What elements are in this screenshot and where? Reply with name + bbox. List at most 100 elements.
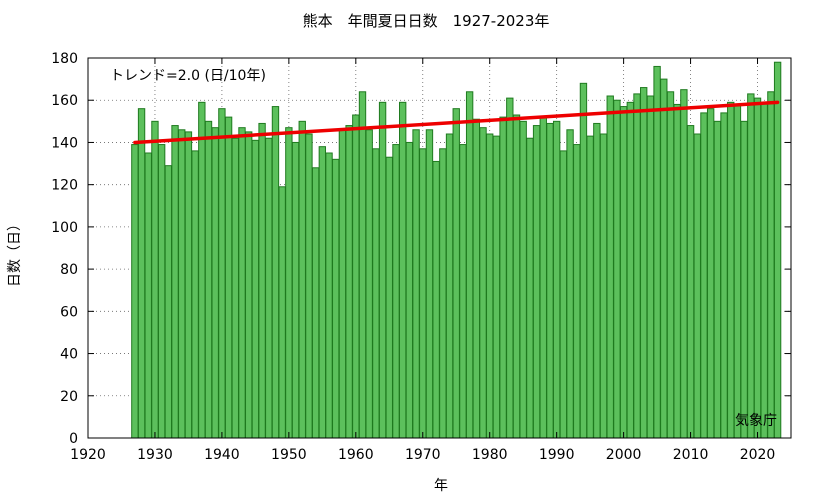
bar-2018 [740,120,748,439]
credit-label: 気象庁 [735,413,777,429]
y-tick-label: 20 [60,389,78,405]
bar-1940 [218,108,226,439]
bar-1983 [506,97,514,439]
x-tick-label: 1950 [271,447,307,463]
bar-1952 [298,120,306,439]
bar-2009 [680,89,688,439]
x-axis-ticks: 1920 1930 1940 1950 1960 1970 1980 1990 2000 2010… [70,58,775,463]
bar-1981 [492,135,501,439]
bar-1934 [178,129,186,439]
bar-1939 [211,127,219,439]
bar-1945 [251,139,260,439]
bar-2014 [713,120,722,439]
bar-1986 [526,137,534,439]
bar-1959 [345,125,353,439]
bar-1942 [231,137,239,439]
bar-2000 [619,106,628,439]
bar-2013 [706,108,715,439]
bar-1961 [358,91,367,439]
trend-layer [133,100,780,145]
bar-1971 [425,129,434,439]
bar-1990 [552,120,561,439]
trend-label: トレンド=2.0 (日/10年) [110,68,266,84]
bar-1938 [204,120,213,439]
bar-2006 [660,78,668,439]
bar-2001 [626,101,634,439]
y-tick-label: 180 [51,51,78,67]
x-tick-label: 1940 [204,447,240,463]
bar-1949 [278,186,286,439]
x-tick-label: 1990 [539,447,575,463]
bar-1957 [332,158,340,439]
x-tick-label: 2010 [673,447,709,463]
bar-1993 [573,144,581,439]
bar-1958 [338,129,347,439]
bars [131,61,782,439]
bar-1992 [566,129,574,439]
x-tick-label: 2000 [606,447,642,463]
bar-2023 [773,61,782,439]
y-tick-label: 0 [69,431,78,447]
y-tick-label: 100 [51,220,78,236]
y-tick-label: 140 [51,135,78,151]
bar-1969 [412,129,420,439]
bar-1935 [184,131,193,439]
bar-1989 [546,122,554,439]
bar-1956 [325,152,333,439]
bar-1973 [439,148,447,439]
bar-2022 [767,91,775,439]
bar-2020 [753,97,762,439]
bar-1933 [171,125,179,439]
bar-2021 [760,101,768,439]
bar-1984 [512,114,521,439]
bar-2002 [633,93,641,439]
y-tick-label: 60 [60,304,78,320]
bar-1955 [318,146,327,439]
bar-1946 [258,122,266,439]
bar-1999 [613,99,621,439]
bar-1936 [191,150,199,439]
bar-1985 [519,120,527,439]
bar-2011 [693,133,701,439]
bar-1977 [465,91,474,439]
bar-1976 [459,144,467,439]
bar-2010 [686,125,695,439]
bar-2007 [666,91,675,439]
bar-1929 [144,152,152,439]
bar-1988 [539,116,547,439]
bar-2004 [646,95,655,439]
bar-2003 [640,87,648,439]
bar-2015 [720,112,728,439]
bar-1995 [586,135,594,439]
bar-1944 [245,131,253,439]
x-tick-label: 1960 [338,447,374,463]
bar-1994 [579,82,588,439]
bar-1996 [593,122,601,439]
plot-frame [87,57,792,439]
bar-1975 [452,108,460,439]
bar-1943 [238,127,246,439]
bar-1962 [365,129,373,439]
y-tick-label: 80 [60,262,78,278]
bar-1979 [479,127,487,439]
bar-1974 [445,133,454,439]
x-tick-label: 1980 [472,447,508,463]
bar-2019 [747,93,755,439]
bar-1947 [265,137,273,439]
bar-1948 [271,106,280,439]
x-tick-label: 1930 [137,447,173,463]
bar-1953 [305,133,313,439]
bar-2017 [733,103,742,439]
bar-1930 [151,120,159,439]
x-tick-label: 1970 [405,447,441,463]
bar-1950 [285,127,293,439]
trend-line [133,100,780,145]
bar-1927 [131,144,139,439]
bar-1931 [157,144,166,439]
y-tick-label: 120 [51,178,78,194]
bar-1980 [486,133,494,439]
y-axis-label: 日数（日） [7,217,23,287]
bar-1998 [606,95,614,439]
bar-1937 [198,101,206,439]
